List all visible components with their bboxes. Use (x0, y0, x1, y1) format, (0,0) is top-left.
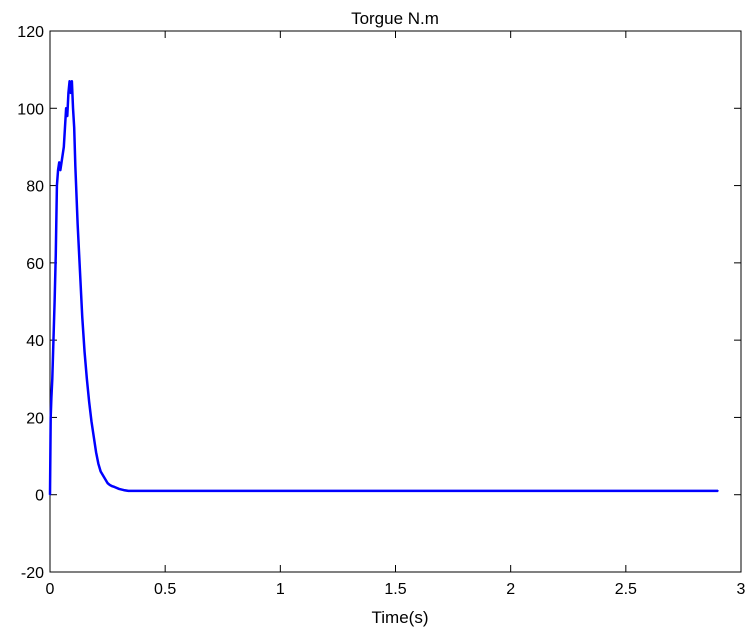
data-point (83, 350, 86, 353)
x-tick-label: 0.5 (154, 581, 176, 598)
data-point (49, 416, 52, 419)
data-point (69, 92, 72, 94)
data-point (122, 489, 125, 491)
data-point (51, 377, 54, 380)
data-point (67, 92, 70, 94)
x-tick-label: 0 (46, 581, 55, 598)
data-point (90, 420, 93, 423)
x-tick-label: 2.5 (615, 581, 637, 598)
data-point (72, 107, 74, 110)
data-point (95, 451, 97, 454)
data-point (141, 490, 143, 492)
x-tick-labels: 0 0.5 1 1.5 2 2.5 3 (46, 581, 746, 598)
data-point (54, 254, 57, 256)
data-point (59, 169, 62, 171)
data-point (164, 490, 166, 492)
data-point (104, 478, 107, 481)
x-axis-ticks (49, 31, 742, 572)
y-tick-label: 80 (26, 179, 44, 196)
data-point (92, 435, 95, 438)
data-point (64, 126, 66, 129)
data-point (99, 470, 102, 473)
x-tick-label: 3 (737, 581, 746, 598)
data-point (102, 474, 104, 477)
data-point (76, 223, 79, 226)
y-tick-label: -20 (21, 565, 44, 582)
data-point (56, 184, 58, 187)
data-point (66, 115, 69, 117)
data-point (127, 490, 130, 492)
y-tick-label: 40 (26, 333, 44, 350)
data-point (132, 490, 134, 492)
data-point (111, 485, 113, 488)
data-point (79, 269, 81, 272)
x-tick-label: 1.5 (384, 581, 406, 598)
data-point (73, 126, 75, 129)
data-point (60, 161, 63, 164)
y-tick-label: 20 (26, 410, 44, 427)
y-tick-label: 120 (17, 24, 44, 41)
series-points (49, 80, 719, 496)
data-point (88, 401, 90, 403)
data-point (86, 377, 88, 380)
data-point (71, 80, 73, 83)
data-point (113, 486, 116, 488)
data-point (65, 107, 67, 110)
data-point (279, 490, 282, 492)
y-tick-labels: -20 0 20 40 60 80 100 120 (17, 24, 44, 582)
data-point (118, 488, 120, 490)
data-point (394, 490, 397, 492)
data-point (57, 169, 59, 171)
y-tick-label: 60 (26, 256, 44, 273)
x-tick-label: 1 (276, 581, 285, 598)
x-axis-title: Time(s) (372, 608, 429, 627)
y-tick-label: 0 (35, 488, 44, 505)
x-tick-label: 2 (506, 581, 515, 598)
data-point (717, 490, 719, 492)
y-axis-ticks (50, 30, 741, 573)
chart-title: Torgue N.m (351, 9, 439, 28)
data-point (49, 493, 51, 496)
data-point (625, 490, 627, 492)
data-point (50, 397, 53, 399)
data-point (63, 146, 65, 148)
data-point (53, 300, 56, 303)
data-point (68, 80, 71, 83)
plot-area (49, 30, 742, 573)
data-point (106, 482, 109, 484)
data-point (509, 490, 512, 492)
data-point (97, 463, 100, 465)
data-point (74, 165, 77, 168)
y-tick-label: 100 (17, 101, 44, 118)
data-point (58, 161, 61, 164)
data-point (52, 339, 55, 341)
data-point (109, 484, 111, 486)
data-point (81, 316, 84, 318)
